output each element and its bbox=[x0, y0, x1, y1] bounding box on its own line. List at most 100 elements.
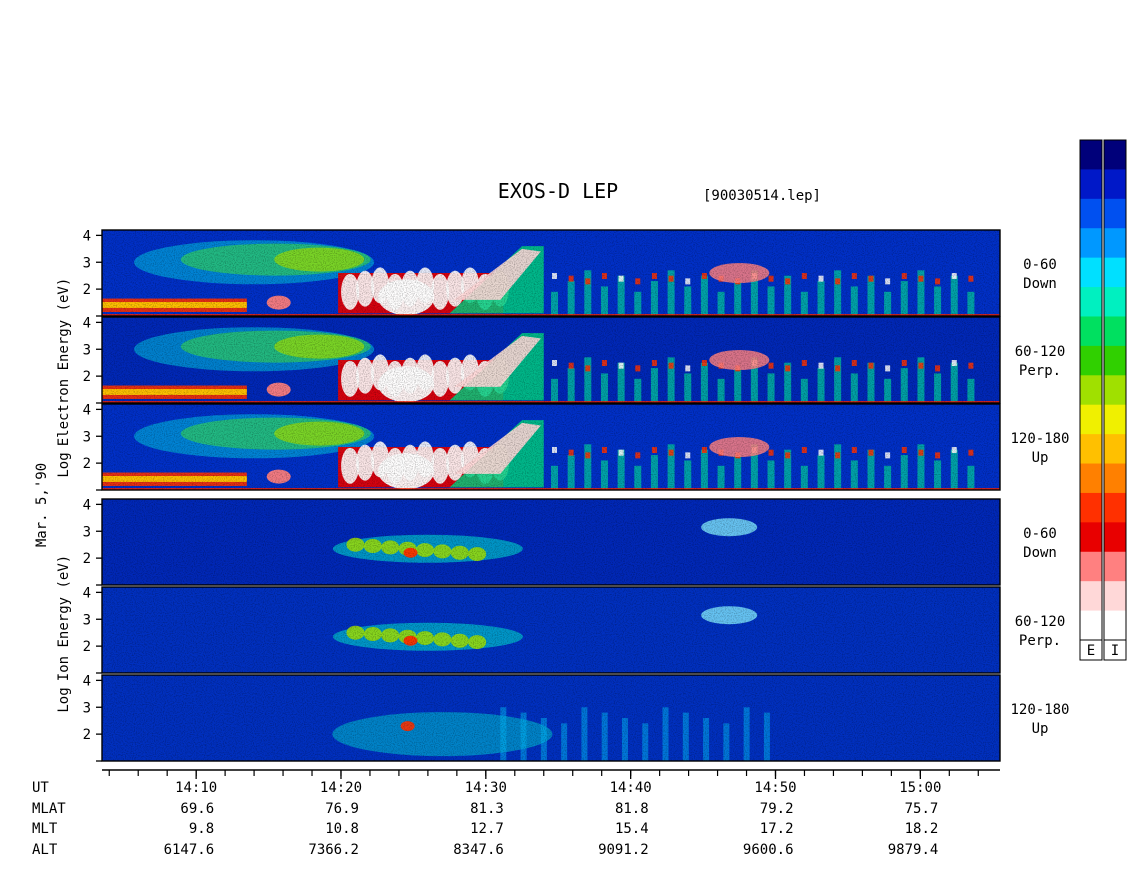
row-value: 15.4 bbox=[615, 821, 649, 837]
colorbar-swatch bbox=[1104, 287, 1126, 318]
panel-angle-labels: 0-60 Down 60-120 Perp. 120-180 Up 0-60 Down 60-1… bbox=[1010, 257, 1069, 737]
row-value: 76.9 bbox=[325, 801, 359, 817]
row-value: 14:20 bbox=[320, 780, 362, 796]
colorbar-label-box bbox=[1103, 639, 1127, 661]
panel-4 bbox=[101, 498, 1001, 586]
y-tick-label: 3 bbox=[83, 429, 91, 445]
panel-direction-label: Perp. bbox=[1019, 363, 1061, 379]
row-value: 9600.6 bbox=[743, 842, 794, 858]
panel-6 bbox=[101, 674, 1001, 762]
panel-angle-label: 120-180 bbox=[1010, 702, 1069, 718]
colorbar-swatch bbox=[1104, 581, 1126, 612]
y-axes: 2 3 4 2 3 4 2 3 4 2 3 4 2 3 4 2 3 4 bbox=[83, 228, 102, 762]
row-value: 17.2 bbox=[760, 821, 794, 837]
y-tick-label: 3 bbox=[83, 700, 91, 716]
y-tick-label: 4 bbox=[83, 585, 91, 601]
panel-border-4 bbox=[101, 498, 1001, 586]
colorbar-swatch bbox=[1104, 228, 1126, 259]
colorbar-swatch bbox=[1104, 169, 1126, 200]
colorbar-swatch bbox=[1080, 434, 1102, 465]
row-value: 9091.2 bbox=[598, 842, 649, 858]
panel-border-3 bbox=[101, 403, 1001, 491]
colorbar-label-box bbox=[1079, 639, 1103, 661]
row-value: 7366.2 bbox=[308, 842, 359, 858]
panel-border-6 bbox=[101, 674, 1001, 762]
row-value: 14:40 bbox=[610, 780, 652, 796]
colorbar-swatch bbox=[1104, 610, 1126, 641]
panel-direction-label: Down bbox=[1023, 276, 1057, 292]
panel-3 bbox=[101, 403, 1001, 491]
colorbar-label: E bbox=[1087, 643, 1095, 659]
row-value: 18.2 bbox=[905, 821, 939, 837]
row-value: 12.7 bbox=[470, 821, 504, 837]
colorbar-swatch bbox=[1104, 316, 1126, 347]
electron-log-label: Log bbox=[56, 452, 72, 477]
y-tick-label: 2 bbox=[83, 282, 91, 298]
panel-direction-label: Perp. bbox=[1019, 633, 1061, 649]
colorbar-swatch bbox=[1080, 345, 1102, 376]
y-tick-label: 2 bbox=[83, 369, 91, 385]
colorbar-swatch bbox=[1104, 463, 1126, 494]
colorbar-swatch bbox=[1080, 316, 1102, 347]
row-value: 14:10 bbox=[175, 780, 217, 796]
chart-title: EXOS-D LEP bbox=[498, 179, 618, 203]
y-tick-label: 3 bbox=[83, 255, 91, 271]
panel-border-1 bbox=[101, 229, 1001, 317]
row-value: 6147.6 bbox=[164, 842, 215, 858]
time-axis bbox=[102, 769, 1000, 779]
colorbar-swatch bbox=[1104, 257, 1126, 288]
panel-angle-label: 120-180 bbox=[1010, 431, 1069, 447]
row-label-mlt: MLT bbox=[32, 821, 58, 837]
ion-energy-axis-title: Ion Energy (eV) bbox=[56, 555, 72, 681]
row-value: 81.3 bbox=[470, 801, 504, 817]
y-tick-label: 4 bbox=[83, 402, 91, 418]
row-value: 75.7 bbox=[905, 801, 939, 817]
row-value: 10.8 bbox=[325, 821, 359, 837]
y-tick-label: 2 bbox=[83, 639, 91, 655]
colorbar-swatch bbox=[1080, 463, 1102, 494]
row-label-ut: UT bbox=[32, 780, 49, 796]
y-tick-label: 2 bbox=[83, 727, 91, 743]
row-label-mlat: MLAT bbox=[32, 801, 66, 817]
colorbar-swatch bbox=[1104, 404, 1126, 435]
y-tick-label: 3 bbox=[83, 612, 91, 628]
colorbar-swatch bbox=[1104, 522, 1126, 553]
colorbar-swatch bbox=[1104, 375, 1126, 406]
y-tick-label: 2 bbox=[83, 551, 91, 567]
colorbar-swatch bbox=[1104, 198, 1126, 229]
panel-direction-label: Up bbox=[1032, 450, 1049, 466]
panel-5 bbox=[101, 586, 1001, 674]
y-tick-label: 4 bbox=[83, 673, 91, 689]
colorbar-swatch bbox=[1080, 522, 1102, 553]
panel-angle-label: 60-120 bbox=[1015, 614, 1066, 630]
panel-angle-label: 60-120 bbox=[1015, 344, 1066, 360]
panel-2 bbox=[101, 316, 1001, 404]
row-value: 9.8 bbox=[189, 821, 214, 837]
colorbar-swatch bbox=[1104, 434, 1126, 465]
row-value: 14:50 bbox=[754, 780, 796, 796]
row-value: 79.2 bbox=[760, 801, 794, 817]
colorbar-swatch bbox=[1080, 551, 1102, 582]
date-label: Mar. 5,'90 bbox=[34, 463, 50, 547]
ephemeris-table: UT 14:10 14:20 14:30 14:40 14:50 15:00 MLAT 69.6… bbox=[32, 780, 941, 858]
colorbar-swatch bbox=[1080, 169, 1102, 200]
row-label-alt: ALT bbox=[32, 842, 58, 858]
colorbar-swatch bbox=[1080, 198, 1102, 229]
row-value: 8347.6 bbox=[453, 842, 504, 858]
panel-border-2 bbox=[101, 316, 1001, 404]
panel-direction-label: Down bbox=[1023, 545, 1057, 561]
colorbar-swatch bbox=[1104, 492, 1126, 523]
row-value: 69.6 bbox=[180, 801, 214, 817]
colorbar-swatch bbox=[1080, 581, 1102, 612]
y-tick-label: 3 bbox=[83, 342, 91, 358]
colorbar-swatch bbox=[1104, 551, 1126, 582]
row-value: 15:00 bbox=[899, 780, 941, 796]
colorbar-swatch bbox=[1080, 375, 1102, 406]
y-tick-label: 4 bbox=[83, 228, 91, 244]
colorbar-swatch bbox=[1080, 140, 1102, 171]
y-tick-label: 3 bbox=[83, 524, 91, 540]
panel-angle-label: 0-60 bbox=[1023, 526, 1057, 542]
y-tick-label: 4 bbox=[83, 315, 91, 331]
